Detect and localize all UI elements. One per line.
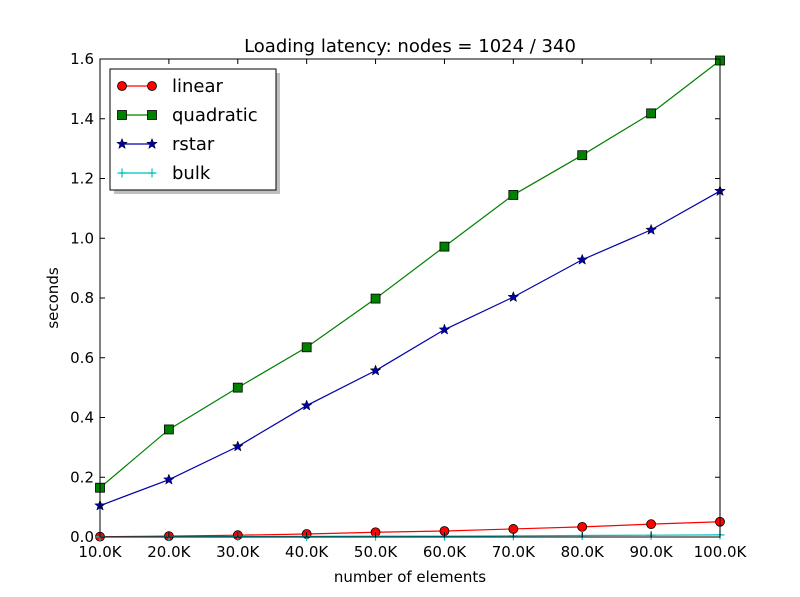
data-point-rstar xyxy=(300,399,313,411)
x-tick-label: 40.0K xyxy=(285,543,329,561)
legend: linear quadratic rstar bulk xyxy=(109,68,280,194)
x-tick-label: 50.0K xyxy=(354,543,398,561)
data-point-quadratic xyxy=(163,424,174,435)
legend-marker-rstar xyxy=(116,137,128,150)
data-point-linear xyxy=(646,519,657,530)
legend-marker-bulk xyxy=(117,168,127,178)
series-line-linear xyxy=(99,521,721,538)
data-point-rstar xyxy=(438,323,451,335)
data-point-quadratic xyxy=(646,108,657,119)
y-tick-label: 1.4 xyxy=(70,110,94,128)
x-tick-label: 100.0K xyxy=(694,543,748,561)
data-point-rstar xyxy=(162,473,175,485)
x-axis-label: number of elements xyxy=(334,568,486,586)
data-point-quadratic xyxy=(232,382,243,393)
y-tick-label: 1.6 xyxy=(70,50,94,68)
data-point-quadratic xyxy=(301,342,312,353)
data-point-rstar xyxy=(576,253,589,265)
x-tick-label: 90.0K xyxy=(629,543,673,561)
data-point-quadratic xyxy=(439,241,450,252)
legend-marker-linear xyxy=(117,81,127,91)
legend-marker-quadratic xyxy=(117,110,127,120)
x-tick-label: 20.0K xyxy=(147,543,191,561)
legend-marker-rstar xyxy=(146,137,158,150)
x-axis: 10.0K 20.0K 30.0K 40.0K 50.0K 60.0K 70.0K 80.0K… xyxy=(78,59,748,561)
data-point-linear xyxy=(577,521,588,532)
series-line-rstar xyxy=(99,190,721,507)
legend-label-rstar: rstar xyxy=(172,134,215,155)
y-tick-label: 0.6 xyxy=(70,349,94,367)
x-tick-label: 80.0K xyxy=(561,543,605,561)
legend-label-quadratic: quadratic xyxy=(172,105,258,126)
x-tick-label: 30.0K xyxy=(216,543,260,561)
series-linear xyxy=(95,516,725,542)
y-tick-label: 1.2 xyxy=(70,170,94,188)
y-tick-label: 1.0 xyxy=(70,229,94,247)
y-axis-label: seconds xyxy=(44,267,62,328)
y-tick-label: 0.2 xyxy=(70,468,94,486)
legend-box xyxy=(109,68,277,191)
y-tick-label: 0.0 xyxy=(70,528,94,546)
data-point-rstar xyxy=(231,440,244,452)
series-rstar xyxy=(94,184,726,511)
x-tick-label: 10.0K xyxy=(78,543,122,561)
data-point-quadratic xyxy=(370,293,381,304)
legend-marker-bulk xyxy=(147,168,157,178)
data-point-rstar xyxy=(645,223,658,235)
x-tick-label: 60.0K xyxy=(423,543,467,561)
legend-label-bulk: bulk xyxy=(172,163,211,184)
y-tick-label: 0.4 xyxy=(70,409,94,427)
data-point-quadratic xyxy=(577,150,588,161)
series-line-quadratic xyxy=(99,60,721,489)
legend-marker-quadratic xyxy=(147,110,157,120)
y-axis: 0.0 0.2 0.4 0.6 0.8 1.0 1.2 1.4 1.6 xyxy=(70,50,720,546)
chart-title: Loading latency: nodes = 1024 / 340 xyxy=(244,36,576,57)
legend-marker-linear xyxy=(147,81,157,91)
data-point-rstar xyxy=(369,364,382,376)
legend-label-linear: linear xyxy=(172,76,224,97)
x-tick-label: 70.0K xyxy=(492,543,536,561)
data-point-rstar xyxy=(507,290,520,303)
data-point-quadratic xyxy=(508,190,519,200)
y-tick-label: 0.8 xyxy=(70,289,94,307)
